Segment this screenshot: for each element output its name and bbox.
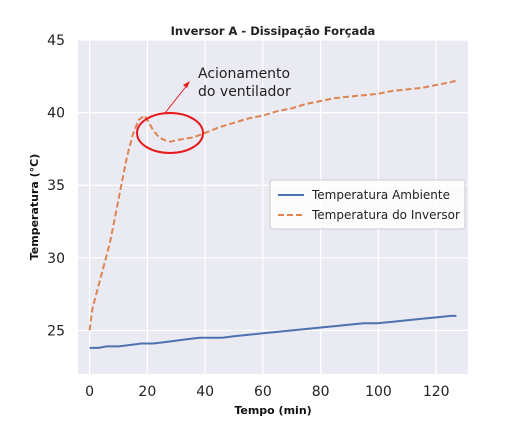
x-tick-label: 60 — [254, 384, 272, 400]
x-tick-label: 20 — [138, 384, 156, 400]
x-axis-label: Tempo (min) — [234, 404, 311, 417]
legend-label-inversor: Temperatura do Inversor — [311, 208, 460, 222]
x-tick-label: 40 — [196, 384, 214, 400]
annotation-arrow — [164, 83, 189, 114]
x-tick-label: 80 — [312, 384, 330, 400]
ticks-group: 0 20 40 60 80 100 120 25 30 35 40 45 — [47, 33, 449, 400]
series-line-0 — [89, 314, 457, 349]
annotation-line-2: do ventilador — [198, 84, 291, 100]
y-tick-label: 25 — [47, 323, 65, 339]
annotation-line-1: Acionamento — [198, 66, 290, 82]
y-axis-label: Temperatura (°C) — [28, 154, 41, 261]
legend-box — [269, 179, 466, 230]
legend: Temperatura Ambiente Temperatura do Inve… — [269, 179, 466, 230]
x-tick-label: 0 — [85, 384, 94, 400]
series-group — [88, 79, 457, 349]
annotation-arrowhead — [183, 81, 190, 88]
x-tick-label: 120 — [423, 384, 450, 400]
chart-title: Inversor A - Dissipação Forçada — [171, 24, 376, 38]
x-tick-label: 100 — [365, 384, 392, 400]
y-tick-label: 45 — [47, 33, 65, 49]
series-line-1 — [88, 79, 457, 331]
y-tick-label: 30 — [47, 251, 65, 267]
highlight-circle — [136, 112, 204, 154]
y-tick-label: 40 — [47, 106, 65, 122]
y-tick-label: 35 — [47, 178, 65, 194]
legend-label-ambiente: Temperatura Ambiente — [311, 188, 450, 202]
